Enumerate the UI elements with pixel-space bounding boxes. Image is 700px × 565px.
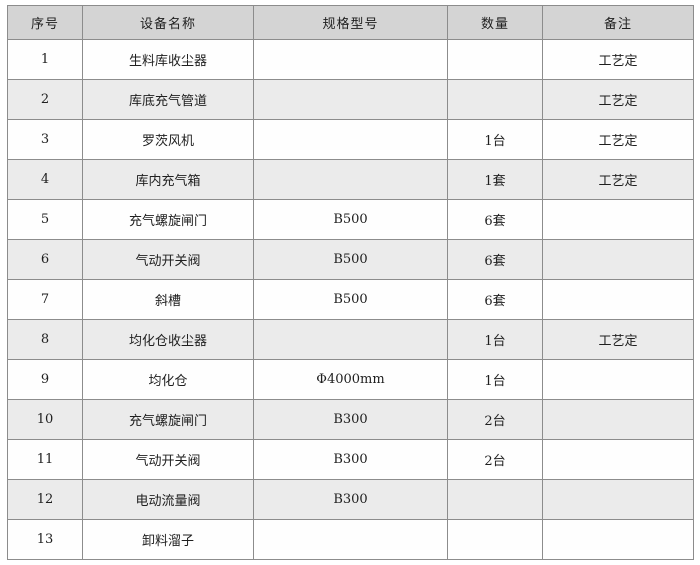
- cell-remarks: [542, 279, 694, 320]
- cell-equipment-name: 充气螺旋闸门: [82, 199, 254, 240]
- table-row: 5 充气螺旋闸门 B500 6套: [7, 199, 694, 240]
- cell-spec-model: B500: [253, 279, 448, 320]
- cell-remarks: 工艺定: [542, 159, 694, 200]
- cell-remarks: [542, 479, 694, 520]
- cell-serial-number: 13: [7, 519, 83, 560]
- cell-equipment-name: 电动流量阀: [82, 479, 254, 520]
- cell-spec-model: B300: [253, 399, 448, 440]
- cell-spec-model: B300: [253, 439, 448, 480]
- cell-serial-number: 6: [7, 239, 83, 280]
- table-row: 8 均化仓收尘器 1台 工艺定: [7, 319, 694, 360]
- header-row: 序号 设备名称 规格型号 数量 备注: [7, 5, 694, 40]
- header-remarks: 备注: [542, 5, 694, 40]
- cell-quantity: 6套: [447, 279, 543, 320]
- cell-quantity: [447, 79, 543, 120]
- cell-remarks: 工艺定: [542, 79, 694, 120]
- cell-equipment-name: 均化仓: [82, 359, 254, 400]
- cell-quantity: 1套: [447, 159, 543, 200]
- cell-remarks: 工艺定: [542, 119, 694, 160]
- cell-quantity: [447, 519, 543, 560]
- cell-spec-model: [253, 319, 448, 360]
- table-row: 4 库内充气箱 1套 工艺定: [7, 159, 694, 200]
- cell-spec-model: Φ4000mm: [253, 359, 448, 400]
- cell-quantity: 1台: [447, 359, 543, 400]
- table-row: 11 气动开关阀 B300 2台: [7, 439, 694, 480]
- cell-equipment-name: 罗茨风机: [82, 119, 254, 160]
- cell-quantity: 2台: [447, 439, 543, 480]
- equipment-table-container: 序号 设备名称 规格型号 数量 备注 1 生料库收尘器 工艺定 2 库底充气管道…: [7, 5, 694, 560]
- cell-remarks: [542, 199, 694, 240]
- header-quantity: 数量: [447, 5, 543, 40]
- cell-serial-number: 2: [7, 79, 83, 120]
- cell-serial-number: 8: [7, 319, 83, 360]
- cell-equipment-name: 库内充气箱: [82, 159, 254, 200]
- cell-spec-model: [253, 39, 448, 80]
- table-row: 10 充气螺旋闸门 B300 2台: [7, 399, 694, 440]
- cell-quantity: 2台: [447, 399, 543, 440]
- cell-serial-number: 10: [7, 399, 83, 440]
- cell-quantity: [447, 39, 543, 80]
- cell-quantity: 1台: [447, 119, 543, 160]
- cell-spec-model: [253, 119, 448, 160]
- table-row: 6 气动开关阀 B500 6套: [7, 239, 694, 280]
- cell-serial-number: 7: [7, 279, 83, 320]
- cell-equipment-name: 斜槽: [82, 279, 254, 320]
- cell-remarks: 工艺定: [542, 39, 694, 80]
- table-row: 7 斜槽 B500 6套: [7, 279, 694, 320]
- table-row: 2 库底充气管道 工艺定: [7, 79, 694, 120]
- table-row: 12 电动流量阀 B300: [7, 479, 694, 520]
- header-serial-number: 序号: [7, 5, 83, 40]
- header-spec-model: 规格型号: [253, 5, 448, 40]
- equipment-table: 序号 设备名称 规格型号 数量 备注 1 生料库收尘器 工艺定 2 库底充气管道…: [7, 5, 694, 560]
- cell-equipment-name: 均化仓收尘器: [82, 319, 254, 360]
- cell-spec-model: B500: [253, 239, 448, 280]
- cell-equipment-name: 气动开关阀: [82, 239, 254, 280]
- cell-serial-number: 9: [7, 359, 83, 400]
- cell-remarks: [542, 359, 694, 400]
- header-equipment-name: 设备名称: [82, 5, 254, 40]
- cell-spec-model: [253, 519, 448, 560]
- table-row: 9 均化仓 Φ4000mm 1台: [7, 359, 694, 400]
- cell-spec-model: [253, 79, 448, 120]
- cell-serial-number: 4: [7, 159, 83, 200]
- cell-remarks: [542, 519, 694, 560]
- table-row: 13 卸料溜子: [7, 519, 694, 560]
- cell-equipment-name: 库底充气管道: [82, 79, 254, 120]
- cell-remarks: [542, 239, 694, 280]
- cell-serial-number: 3: [7, 119, 83, 160]
- cell-equipment-name: 充气螺旋闸门: [82, 399, 254, 440]
- cell-quantity: [447, 479, 543, 520]
- cell-serial-number: 12: [7, 479, 83, 520]
- cell-quantity: 6套: [447, 239, 543, 280]
- cell-equipment-name: 生料库收尘器: [82, 39, 254, 80]
- cell-serial-number: 11: [7, 439, 83, 480]
- cell-quantity: 6套: [447, 199, 543, 240]
- cell-remarks: 工艺定: [542, 319, 694, 360]
- cell-spec-model: [253, 159, 448, 200]
- cell-equipment-name: 卸料溜子: [82, 519, 254, 560]
- table-row: 1 生料库收尘器 工艺定: [7, 39, 694, 80]
- cell-quantity: 1台: [447, 319, 543, 360]
- cell-remarks: [542, 439, 694, 480]
- cell-serial-number: 5: [7, 199, 83, 240]
- cell-spec-model: B500: [253, 199, 448, 240]
- cell-serial-number: 1: [7, 39, 83, 80]
- table-row: 3 罗茨风机 1台 工艺定: [7, 119, 694, 160]
- cell-spec-model: B300: [253, 479, 448, 520]
- cell-remarks: [542, 399, 694, 440]
- cell-equipment-name: 气动开关阀: [82, 439, 254, 480]
